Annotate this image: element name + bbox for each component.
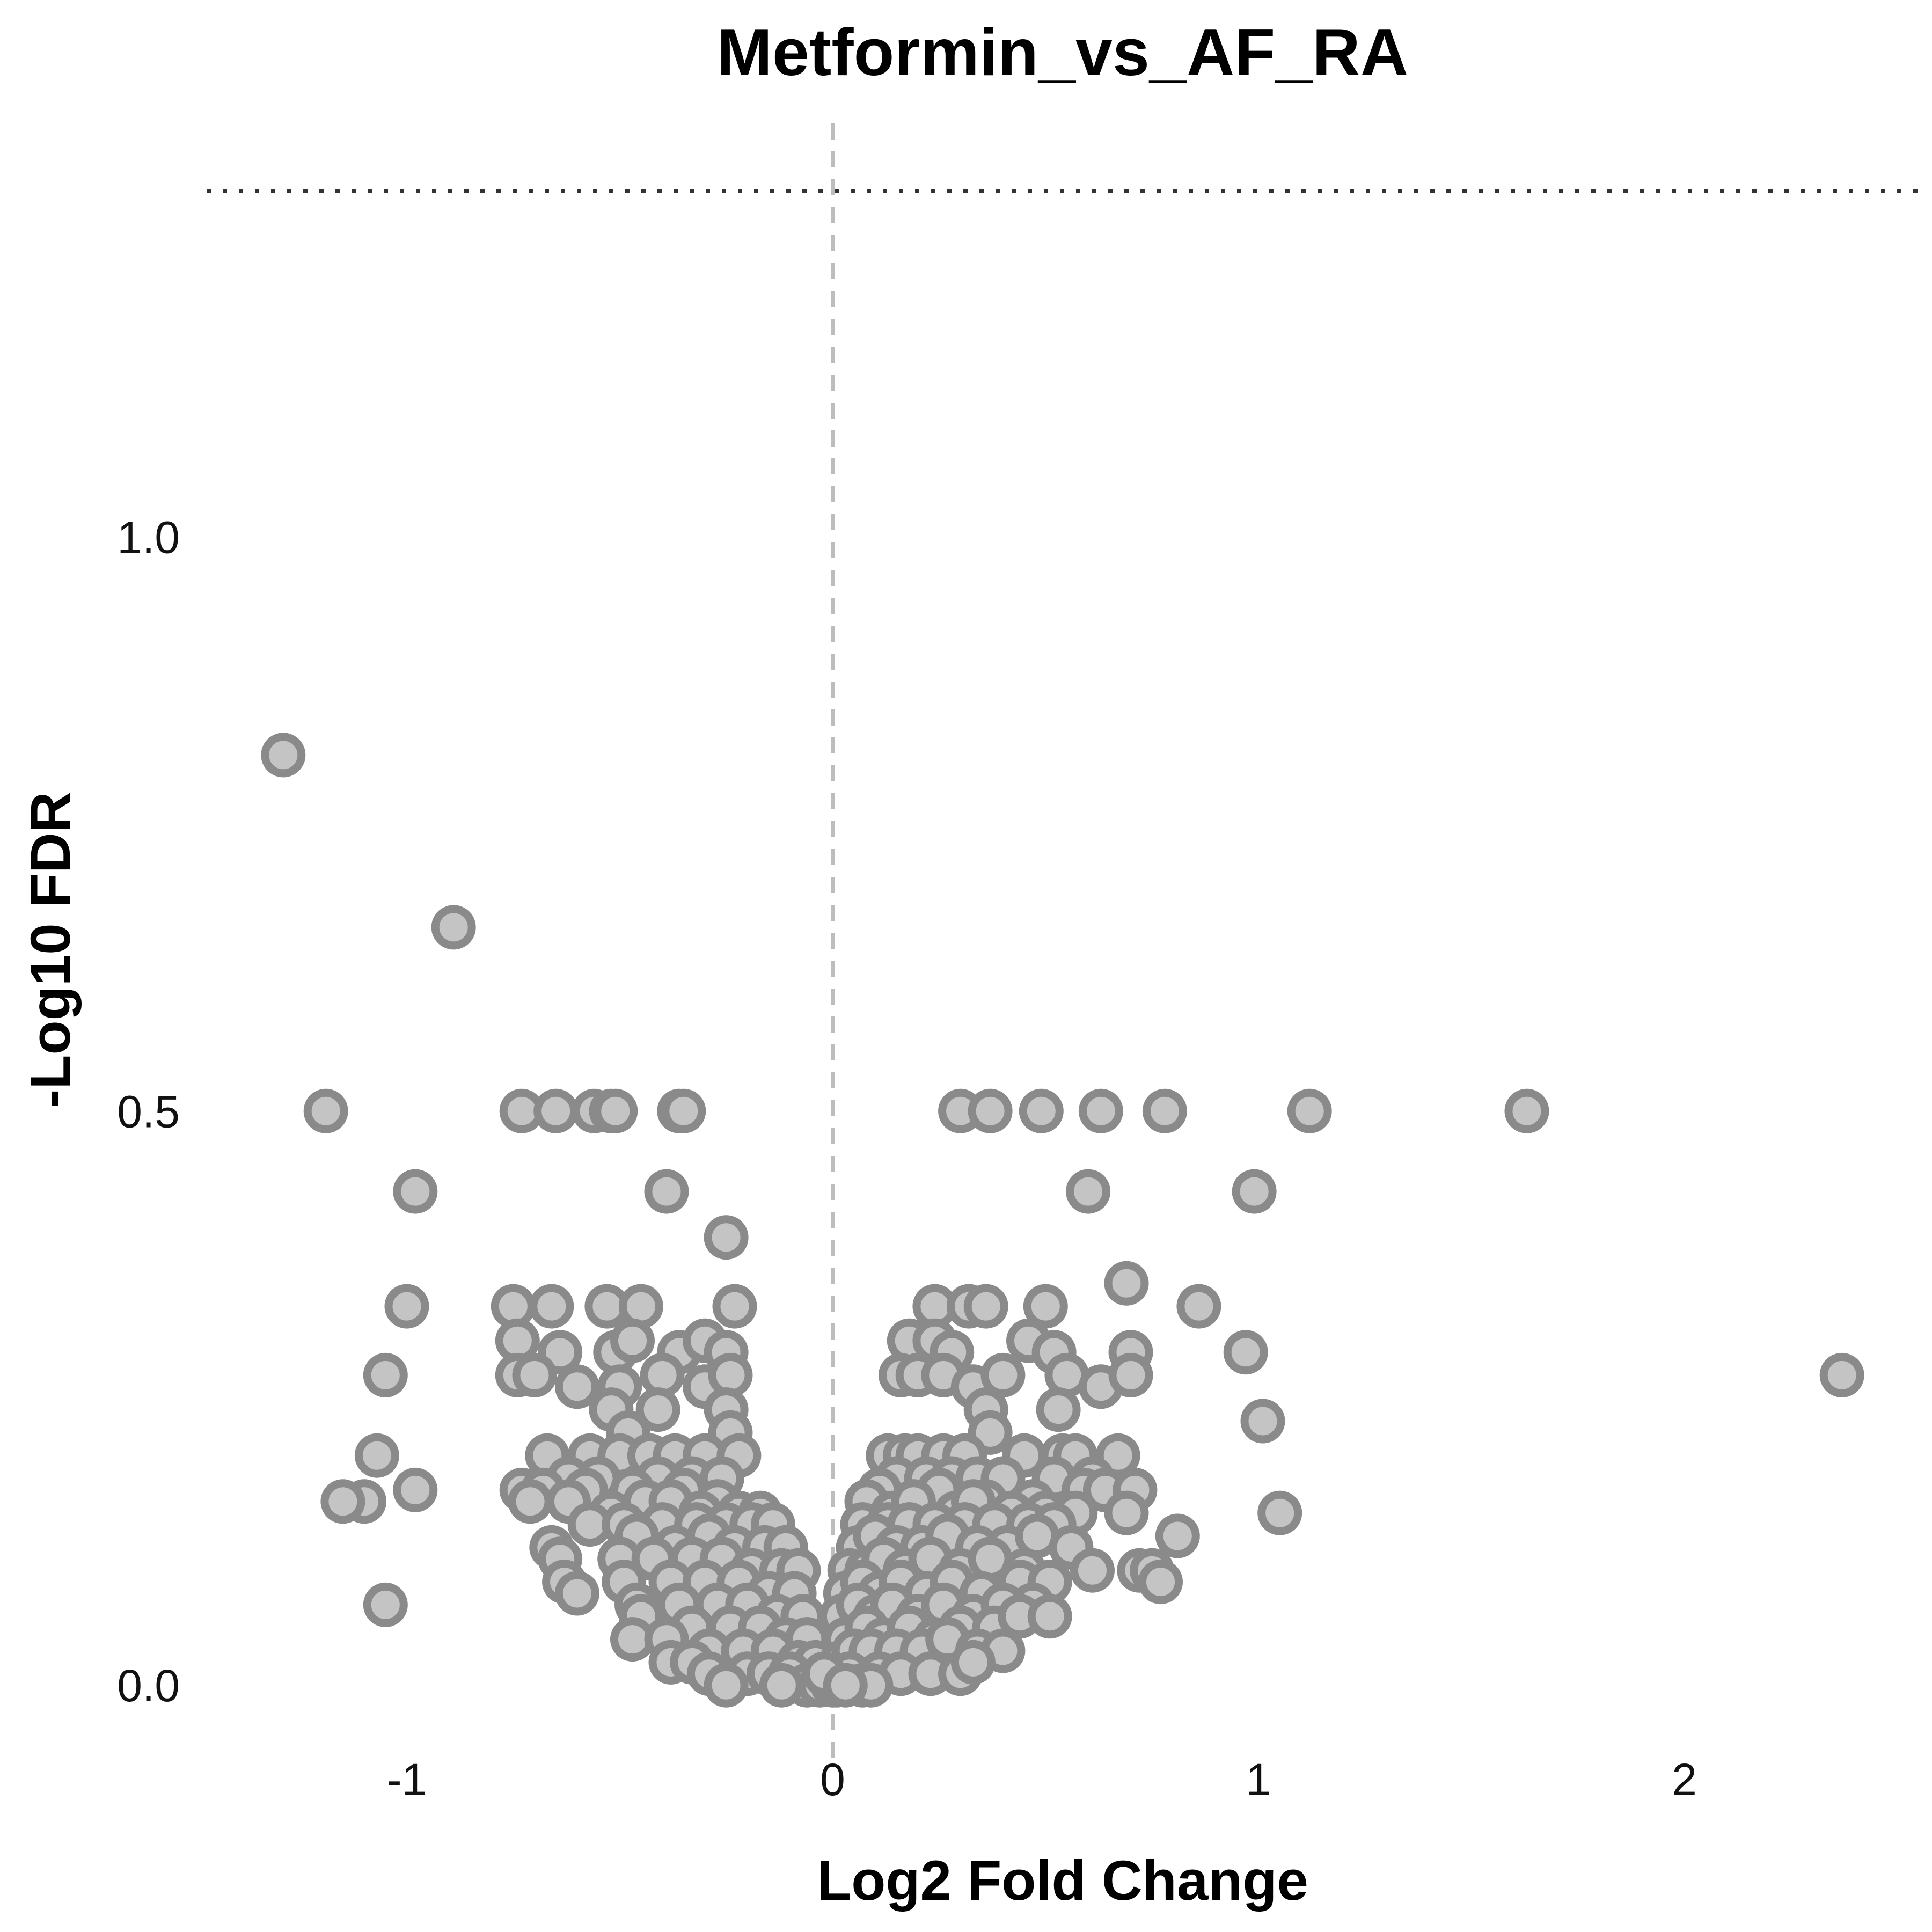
data-point	[712, 1284, 757, 1329]
data-point	[968, 1088, 1013, 1133]
data-point	[1223, 1330, 1268, 1375]
y-tick-labels: 0.0 0.5 1.0	[117, 512, 180, 1711]
data-point	[512, 1352, 557, 1397]
data-point	[1142, 1088, 1187, 1133]
data-point	[644, 1169, 689, 1214]
data-point	[1104, 1490, 1149, 1535]
data-point	[759, 1663, 804, 1708]
data-point	[963, 1284, 1008, 1329]
x-tick-label: 1	[1246, 1754, 1271, 1805]
data-point	[593, 1088, 638, 1133]
data-point	[1078, 1088, 1123, 1133]
data-point	[1108, 1352, 1153, 1397]
points-layer	[261, 733, 1864, 1708]
data-point	[610, 1318, 655, 1363]
data-point	[1138, 1560, 1183, 1605]
data-point	[554, 1364, 599, 1409]
data-point	[1066, 1169, 1111, 1214]
data-point	[1504, 1088, 1549, 1133]
data-point	[354, 1433, 399, 1478]
data-point	[635, 1387, 680, 1432]
data-point	[1240, 1399, 1285, 1444]
data-point	[320, 1479, 365, 1524]
data-point	[431, 905, 476, 950]
data-point	[1070, 1548, 1115, 1593]
data-point	[1257, 1490, 1302, 1535]
data-point	[1104, 1261, 1149, 1306]
x-axis-title: Log2 Fold Change	[817, 1849, 1308, 1912]
x-tick-label: 0	[820, 1754, 845, 1805]
data-point	[1019, 1088, 1064, 1133]
y-tick-label: 0.5	[117, 1086, 180, 1137]
data-point	[508, 1479, 553, 1524]
data-point	[554, 1571, 599, 1616]
data-point	[704, 1215, 749, 1260]
data-point	[950, 1640, 996, 1685]
y-tick-label: 1.0	[117, 512, 180, 562]
data-point	[529, 1284, 574, 1329]
reference-lines	[207, 123, 1919, 1766]
data-point	[384, 1284, 429, 1329]
data-point	[1232, 1169, 1277, 1214]
chart-title: Metformin_vs_AF_RA	[717, 16, 1409, 90]
data-point	[1023, 1284, 1068, 1329]
data-point	[1155, 1513, 1200, 1558]
data-point	[303, 1088, 348, 1133]
data-point	[980, 1352, 1026, 1397]
data-point	[533, 1088, 579, 1133]
data-point	[1819, 1352, 1864, 1397]
data-point	[363, 1582, 408, 1627]
data-point	[661, 1088, 706, 1133]
data-point	[363, 1352, 408, 1397]
x-tick-label: -1	[387, 1754, 427, 1805]
data-point	[1036, 1387, 1081, 1432]
data-point	[261, 733, 306, 778]
data-point	[1287, 1088, 1332, 1133]
x-tick-labels: -1 0 1 2	[387, 1754, 1697, 1805]
data-point	[1176, 1284, 1221, 1329]
data-point	[393, 1467, 438, 1512]
x-tick-label: 2	[1672, 1754, 1697, 1805]
data-point	[704, 1663, 749, 1708]
y-tick-label: 0.0	[117, 1660, 180, 1711]
data-point	[823, 1663, 868, 1708]
data-point	[393, 1169, 438, 1214]
data-point	[1027, 1594, 1072, 1639]
y-axis-title: -Log10 FDR	[19, 792, 82, 1108]
